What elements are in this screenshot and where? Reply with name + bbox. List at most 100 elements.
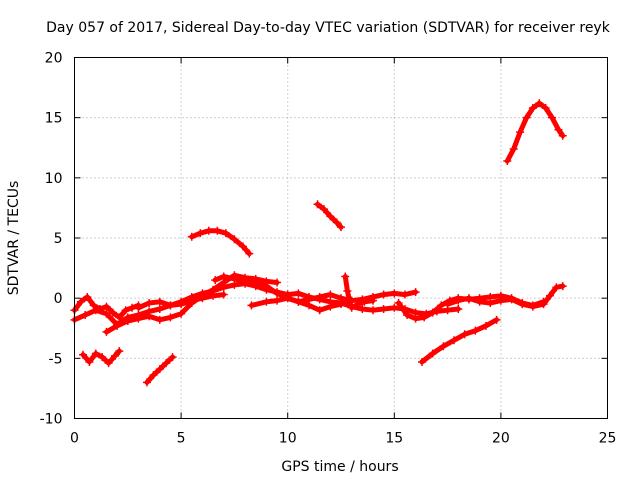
data-point (155, 297, 164, 306)
data-point (528, 104, 537, 113)
data-point (305, 292, 314, 301)
data-point (332, 218, 341, 227)
data-point (428, 308, 437, 317)
data-point (368, 296, 377, 305)
data-point (294, 289, 303, 298)
data-point (155, 365, 164, 374)
data-point (251, 279, 260, 288)
data-point (81, 311, 90, 320)
data-point (437, 301, 446, 310)
y-tick-label: 5 (54, 231, 63, 247)
data-point (149, 371, 158, 380)
x-tick-label: 10 (279, 431, 297, 447)
data-point (162, 359, 171, 368)
data-point (98, 353, 107, 362)
data-point (326, 290, 335, 299)
data-point (354, 300, 363, 309)
data-point (187, 296, 196, 305)
data-point (221, 229, 230, 238)
data-point (213, 226, 222, 235)
data-point (507, 295, 516, 304)
data-point (315, 295, 324, 304)
series-arc-11 (313, 200, 345, 232)
data-point (294, 297, 303, 306)
data-point (111, 351, 120, 360)
x-tick-label: 5 (177, 431, 186, 447)
data-point (204, 226, 213, 235)
data-point (262, 282, 271, 291)
data-point (552, 283, 561, 292)
data-point (411, 288, 420, 297)
data-point (358, 304, 367, 313)
data-point (522, 113, 531, 122)
data-point (528, 302, 537, 311)
data-point (305, 301, 314, 310)
series-arc-15 (443, 282, 567, 311)
x-axis-label: GPS time / hours (281, 459, 398, 475)
series-arc-9 (247, 288, 420, 315)
data-point (558, 131, 567, 140)
data-point (230, 235, 239, 244)
data-point (187, 232, 196, 241)
series-arc-14 (418, 315, 501, 366)
data-point (460, 330, 469, 339)
data-point (554, 125, 563, 134)
y-tick-label: 10 (45, 171, 63, 187)
series-arc-16 (503, 99, 567, 165)
data-point (379, 304, 388, 313)
data-point (113, 321, 122, 330)
series-arc-4 (134, 290, 228, 312)
data-point (168, 353, 177, 362)
series-trace (419, 317, 500, 365)
data-point (123, 317, 132, 326)
data-point (535, 99, 544, 108)
y-tick-label: 15 (45, 111, 63, 127)
data-point (503, 156, 512, 165)
data-point (313, 200, 322, 209)
data-point (411, 314, 420, 323)
data-point (449, 336, 458, 345)
data-point (134, 314, 143, 323)
data-point (475, 297, 484, 306)
data-point (343, 286, 352, 295)
data-point (108, 308, 117, 317)
data-point (102, 302, 111, 311)
y-axis-label: SDTVAR / TECUs (6, 181, 22, 296)
data-point (273, 278, 282, 287)
series-arc-5 (79, 347, 124, 368)
chart-title: Day 057 of 2017, Sidereal Day-to-day VTE… (46, 20, 611, 36)
data-point (439, 342, 448, 351)
data-point (368, 306, 377, 315)
series-trace (249, 289, 419, 313)
data-point (177, 300, 186, 309)
data-point (166, 301, 175, 310)
x-tick-label: 0 (70, 431, 79, 447)
data-point (486, 298, 495, 307)
data-point (196, 229, 205, 238)
data-point (403, 311, 412, 320)
data-point (341, 272, 350, 281)
y-tick-label: -10 (40, 412, 63, 428)
data-point (400, 290, 409, 299)
series-arc-12 (341, 272, 377, 312)
data-point (337, 223, 345, 232)
data-point (115, 347, 124, 356)
data-point (541, 104, 550, 113)
data-point (319, 205, 328, 214)
data-point (83, 292, 92, 301)
data-point (273, 289, 282, 298)
data-point (345, 296, 354, 305)
data-point (155, 315, 164, 324)
data-point (262, 297, 271, 306)
data-point (245, 249, 254, 258)
data-point (273, 296, 282, 305)
data-point (326, 297, 335, 306)
data-point (464, 294, 473, 303)
data-point (548, 113, 557, 122)
data-point (390, 303, 399, 312)
data-point (496, 296, 505, 305)
data-point (518, 300, 527, 309)
data-point (516, 128, 525, 137)
data-point (481, 321, 490, 330)
